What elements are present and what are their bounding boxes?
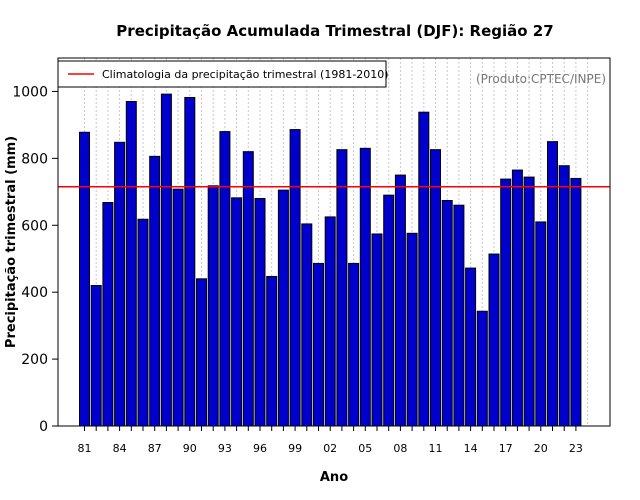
bar-95	[242, 151, 254, 427]
bar-02	[324, 216, 336, 427]
bar-11	[430, 149, 441, 427]
bar-23	[570, 177, 582, 427]
x-tick-label: 96	[253, 442, 267, 455]
bar-81	[79, 131, 90, 427]
x-tick-label: 81	[78, 442, 92, 455]
x-tick-label: 08	[393, 442, 407, 455]
y-tick-label: 0	[39, 419, 48, 435]
x-tick-label: 90	[183, 442, 197, 455]
bar-22	[558, 165, 570, 427]
x-tick-label: 87	[148, 442, 162, 455]
bar-86	[137, 218, 149, 427]
y-tick-label: 1000	[12, 84, 48, 100]
bar-83	[102, 202, 114, 427]
x-tick-label: 17	[499, 442, 513, 455]
legend: Climatologia da precipitação trimestral …	[57, 60, 389, 88]
bar-07	[383, 194, 395, 427]
bar-19	[523, 176, 535, 427]
bar-84	[114, 141, 126, 427]
bar-90	[184, 96, 196, 427]
y-axis-title: Precipitação trimestral (mm)	[4, 136, 19, 348]
bar-16	[488, 253, 500, 427]
bar-89	[172, 188, 184, 427]
bar-21	[547, 141, 558, 427]
bar-05	[359, 147, 371, 427]
x-tick-label: 20	[534, 442, 548, 455]
bar-98	[277, 189, 289, 427]
y-tick-label: 400	[21, 285, 48, 301]
bar-82	[90, 284, 102, 427]
bar-97	[266, 275, 278, 427]
chart-title: Precipitação Acumulada Trimestral (DJF):…	[116, 22, 553, 40]
x-tick-label: 93	[218, 442, 232, 455]
product-credit: (Produto:CPTEC/INPE)	[476, 72, 606, 86]
x-tick-label: 14	[464, 442, 478, 455]
bar-14	[465, 267, 477, 427]
plot-frame	[57, 57, 611, 427]
bar-91	[196, 278, 207, 427]
legend-label: Climatologia da precipitação trimestral …	[102, 68, 389, 81]
bar-93	[219, 131, 231, 427]
bar-87	[149, 155, 161, 427]
bar-10	[418, 111, 430, 427]
bar-12	[441, 200, 453, 427]
x-axis-title: Ano	[320, 470, 348, 485]
bar-96	[254, 198, 266, 427]
bar-88	[160, 93, 172, 427]
bar-18	[511, 169, 523, 427]
legend-box	[57, 60, 387, 88]
x-axis: 81 84 87 90 93 96 99 02 05 08 11 14 17 20 23	[78, 426, 583, 455]
bar-13	[453, 204, 465, 427]
x-tick-label: 05	[358, 442, 372, 455]
bar-series	[79, 93, 582, 427]
bar-09	[406, 232, 418, 427]
x-tick-label: 02	[323, 442, 337, 455]
bar-99	[289, 129, 301, 427]
x-tick-label: 99	[288, 442, 302, 455]
bar-17	[500, 178, 512, 427]
y-tick-label: 600	[21, 218, 48, 234]
y-axis: 0 200 400 600 800 1000	[12, 84, 58, 435]
bar-04	[348, 262, 360, 427]
y-tick-label: 800	[21, 151, 48, 167]
x-tick-label: 23	[569, 442, 583, 455]
bar-00	[301, 223, 313, 427]
bar-06	[371, 233, 383, 427]
bar-94	[231, 197, 243, 427]
bar-85	[125, 100, 137, 427]
y-tick-label: 200	[21, 352, 48, 368]
bar-08	[394, 174, 406, 427]
bar-03	[336, 149, 348, 427]
bar-20	[535, 221, 547, 427]
bar-15	[476, 310, 488, 427]
bar-92	[207, 185, 219, 427]
bar-01	[313, 262, 324, 427]
x-tick-label: 11	[429, 442, 443, 455]
x-tick-label: 84	[113, 442, 127, 455]
